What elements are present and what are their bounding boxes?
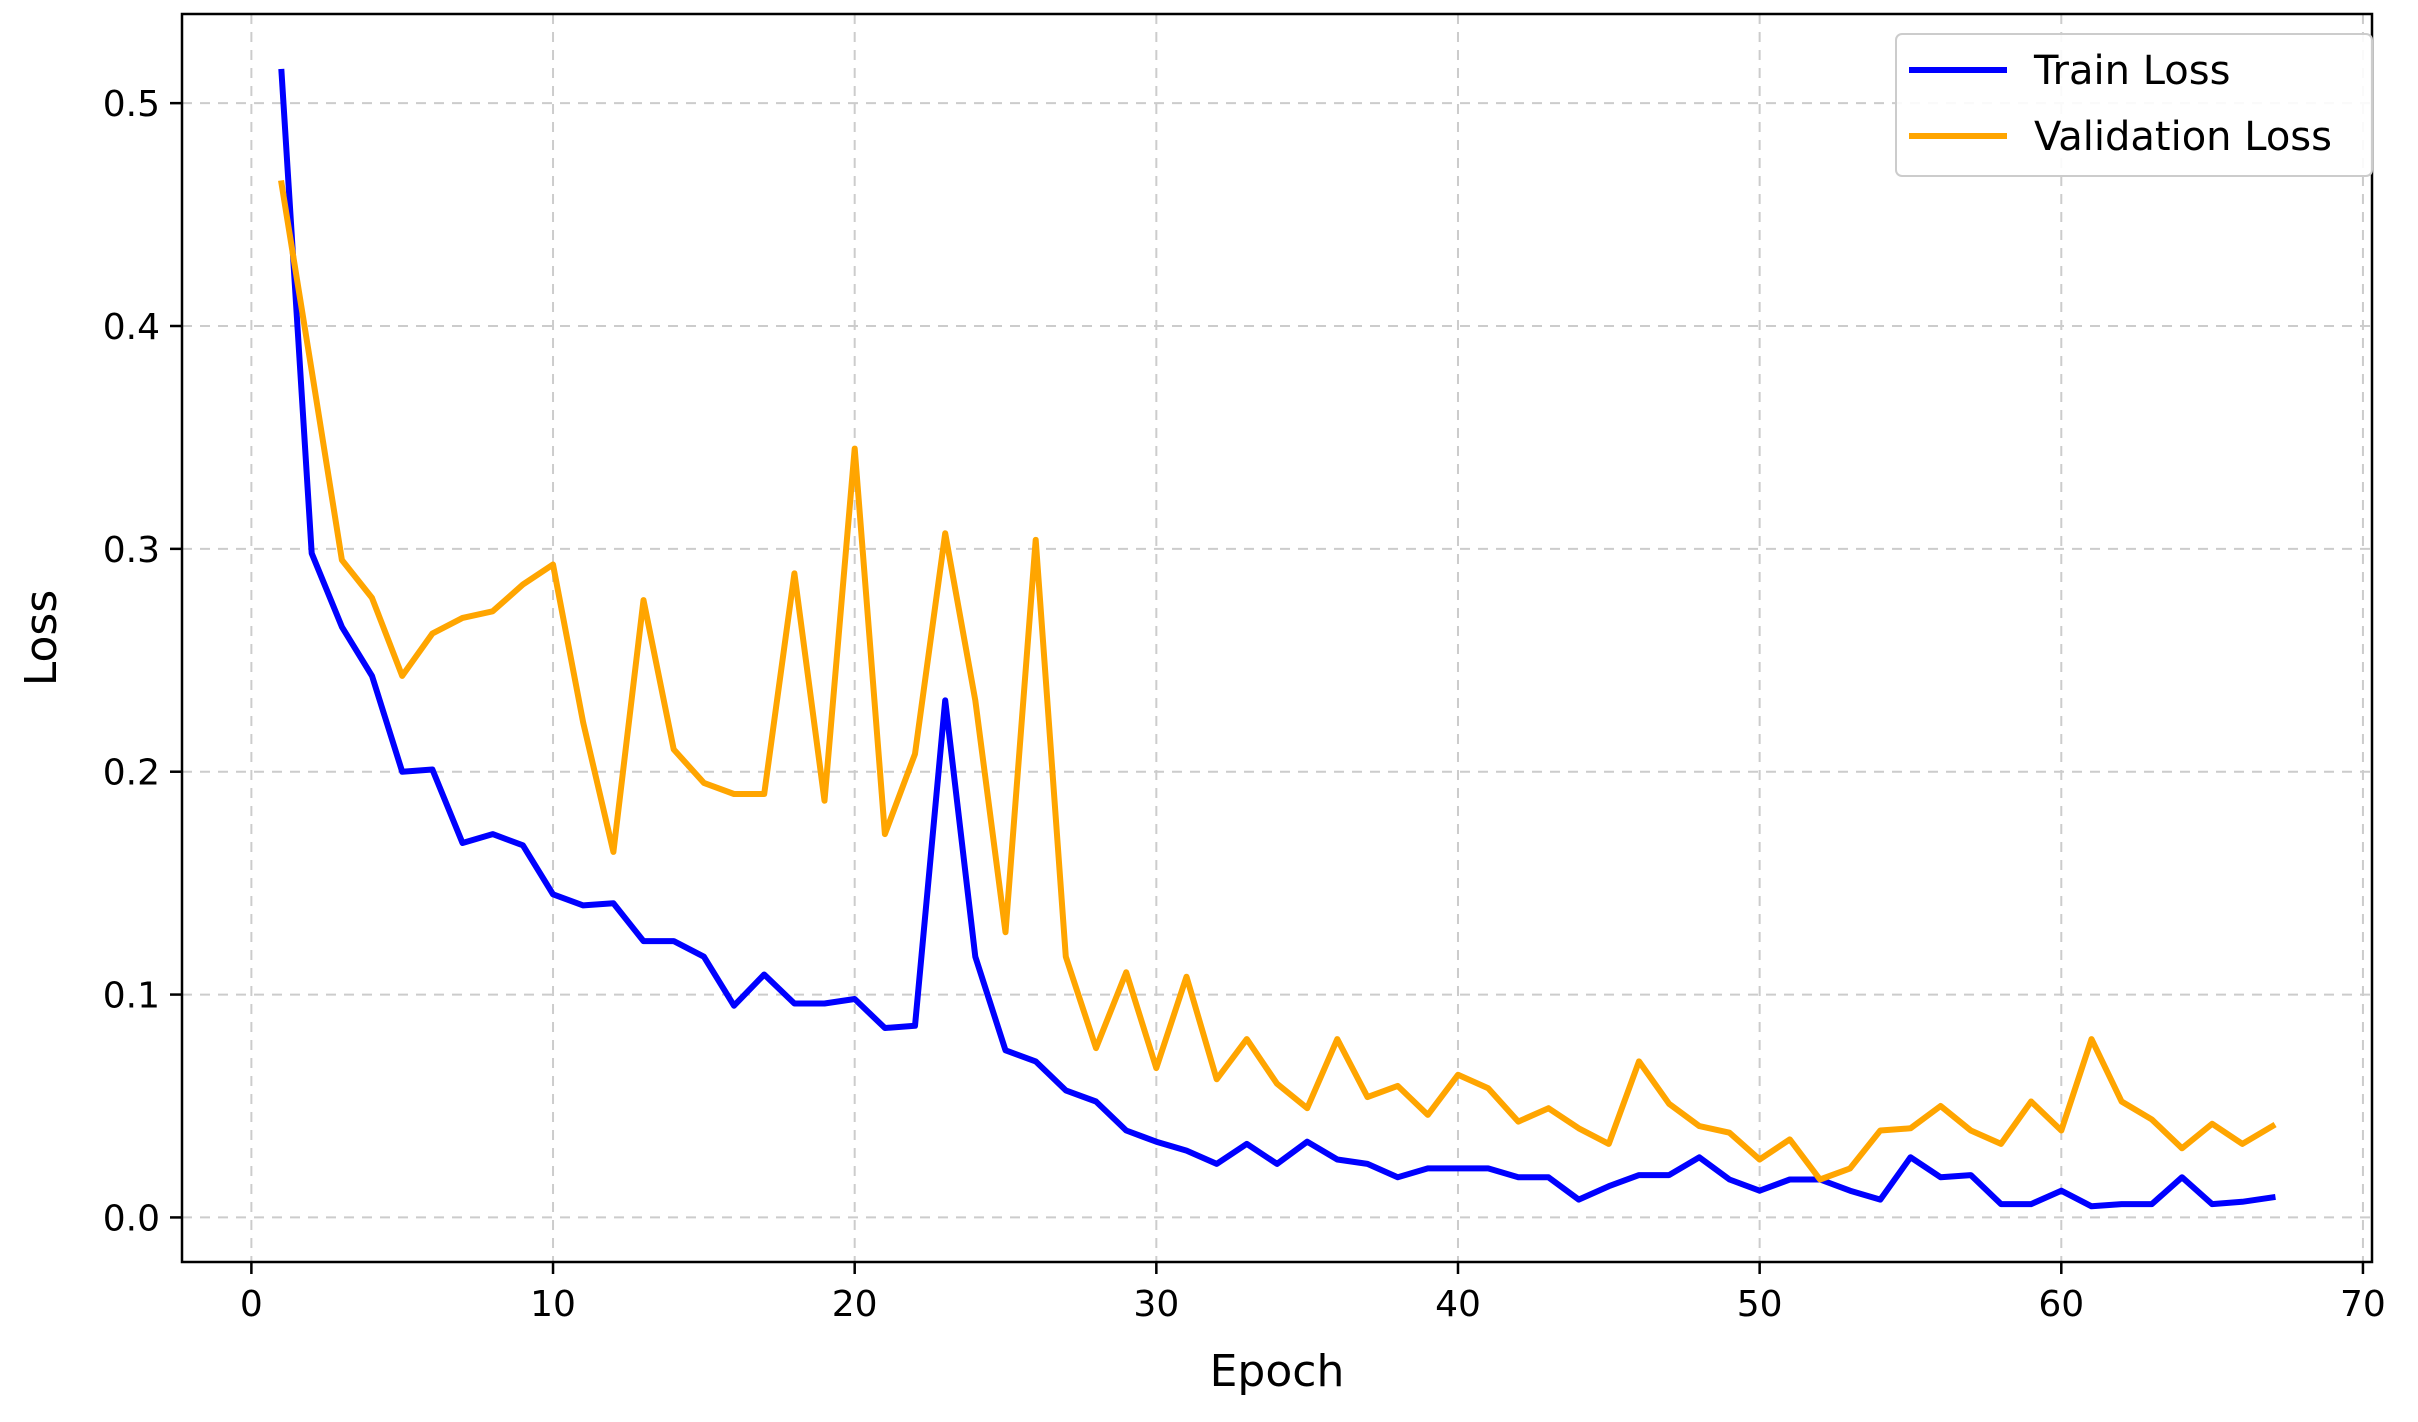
x-tick-label: 20 [832, 1284, 878, 1325]
x-tick-label: 40 [1435, 1284, 1481, 1325]
plot-frame [180, 12, 2374, 1264]
y-tick-label: 0.2 [103, 753, 160, 794]
series-line-validation-loss [278, 179, 2277, 1183]
x-axis-title: Epoch [1210, 1346, 1345, 1397]
legend: Train Loss Validation Loss [1895, 33, 2373, 177]
grid [182, 14, 2372, 1262]
series-lines [278, 68, 2277, 1210]
y-tick-label: 0.1 [103, 976, 160, 1017]
x-tick-label: 60 [2038, 1284, 2084, 1325]
legend-box [1895, 33, 2373, 177]
y-tick-label: 0.4 [103, 307, 160, 348]
series-line-train-loss [278, 68, 2276, 1210]
legend-label-validation-loss: Validation Loss [2034, 114, 2332, 160]
x-tick-label: 30 [1133, 1284, 1179, 1325]
y-tick-label: 0.0 [103, 1198, 160, 1239]
legend-label-train-loss: Train Loss [2033, 48, 2230, 94]
y-tick-label: 0.5 [103, 84, 160, 125]
y-tick-label: 0.3 [103, 530, 160, 571]
y-axis-title: Loss [16, 590, 67, 687]
x-tick-label: 0 [240, 1284, 263, 1325]
x-tick-label: 70 [2340, 1284, 2386, 1325]
x-tick-label: 50 [1737, 1284, 1783, 1325]
x-tick-label: 10 [530, 1284, 576, 1325]
x-axis: 0 10 20 30 40 50 60 70 [240, 1262, 2386, 1325]
y-axis: 0.0 0.1 0.2 0.3 0.4 0.5 [103, 84, 182, 1239]
